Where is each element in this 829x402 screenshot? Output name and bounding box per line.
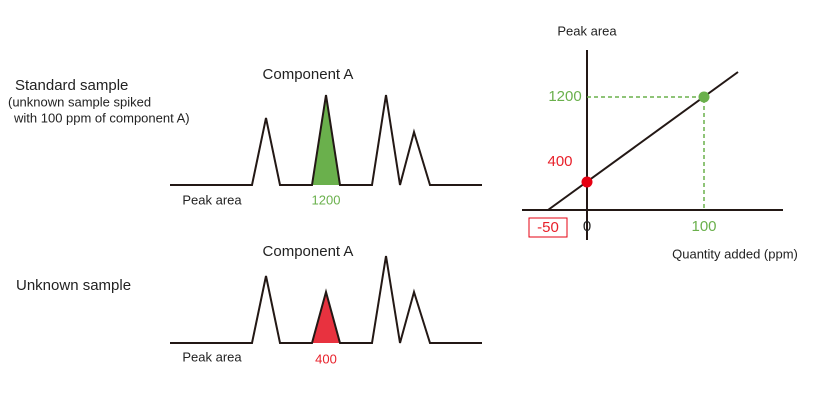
peak-area-label: Peak area bbox=[182, 349, 242, 364]
peak-area-value: 400 bbox=[315, 351, 337, 366]
peak-area-value: 1200 bbox=[312, 192, 341, 207]
red-peak bbox=[312, 294, 340, 343]
intercept-box bbox=[528, 217, 568, 238]
y-label: 400 bbox=[547, 153, 572, 170]
y-label: 1200 bbox=[548, 88, 581, 105]
y-axis-label: Peak area bbox=[557, 23, 617, 38]
chromatogram bbox=[170, 94, 482, 186]
standard-note: (unknown sample spiked bbox=[8, 94, 151, 109]
standard-label: Standard sample bbox=[15, 77, 128, 94]
unknown-label: Unknown sample bbox=[16, 277, 131, 294]
component-label: Component A bbox=[263, 66, 354, 83]
peak-area-label: Peak area bbox=[182, 192, 242, 207]
standard-point bbox=[698, 91, 710, 103]
component-label: Component A bbox=[263, 243, 354, 260]
x-label: -50 bbox=[537, 219, 559, 236]
x-axis-label: Quantity added (ppm) bbox=[672, 246, 798, 261]
chromatogram bbox=[170, 255, 482, 344]
standard-note: with 100 ppm of component A) bbox=[13, 110, 190, 125]
unknown-point bbox=[581, 176, 593, 188]
green-peak bbox=[312, 97, 340, 185]
x-label: 0 bbox=[583, 218, 591, 235]
guide-line bbox=[587, 96, 705, 210]
x-label: 100 bbox=[691, 218, 716, 235]
